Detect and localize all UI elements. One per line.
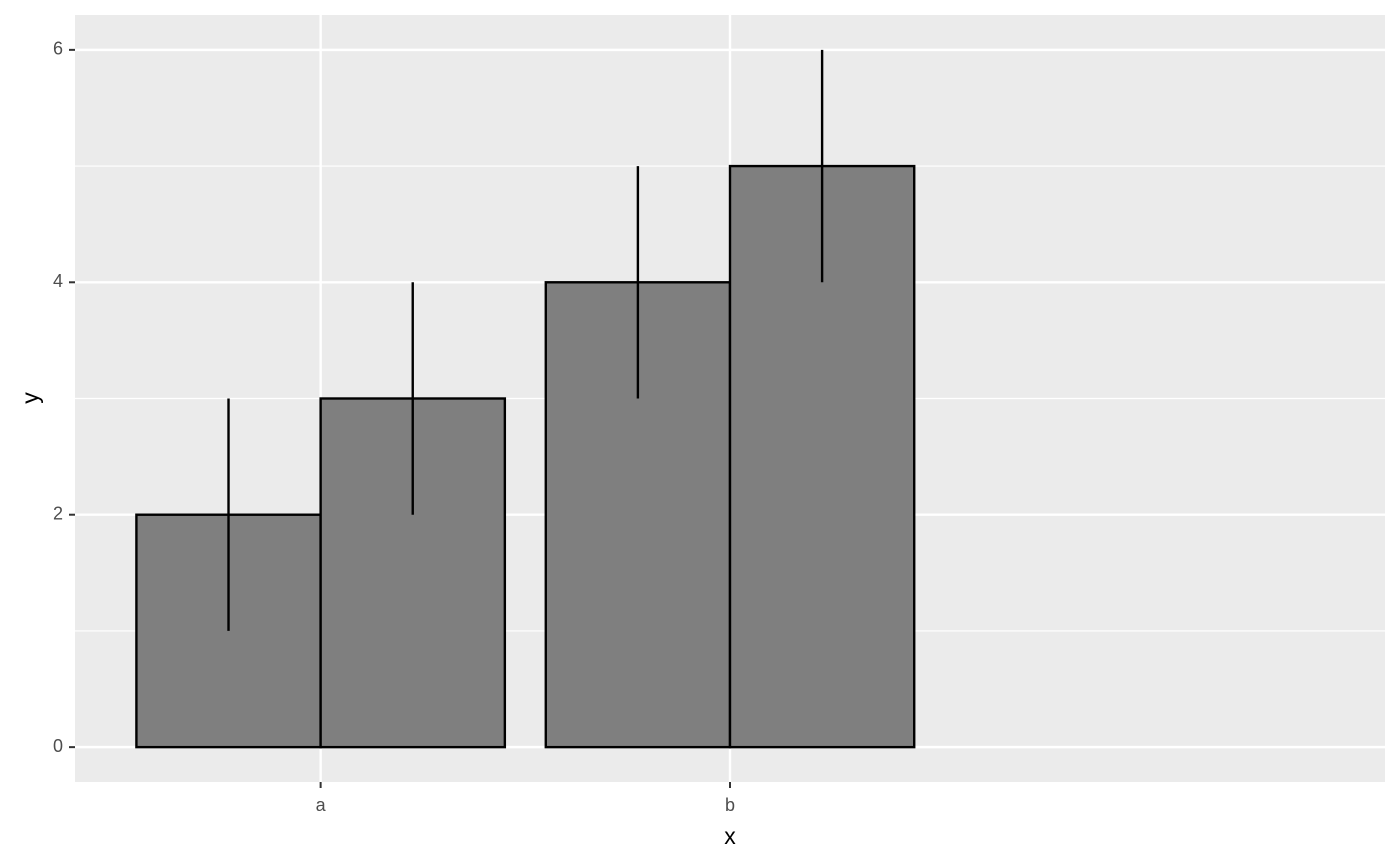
y-tick-label: 0 [53, 736, 63, 756]
y-tick-label: 4 [53, 271, 63, 291]
x-tick-label: a [316, 795, 327, 815]
x-axis-title: x [724, 823, 736, 849]
x-tick-label: b [725, 795, 735, 815]
y-tick-label: 2 [53, 503, 63, 523]
y-axis-title: y [17, 392, 43, 404]
y-tick-label: 6 [53, 39, 63, 59]
